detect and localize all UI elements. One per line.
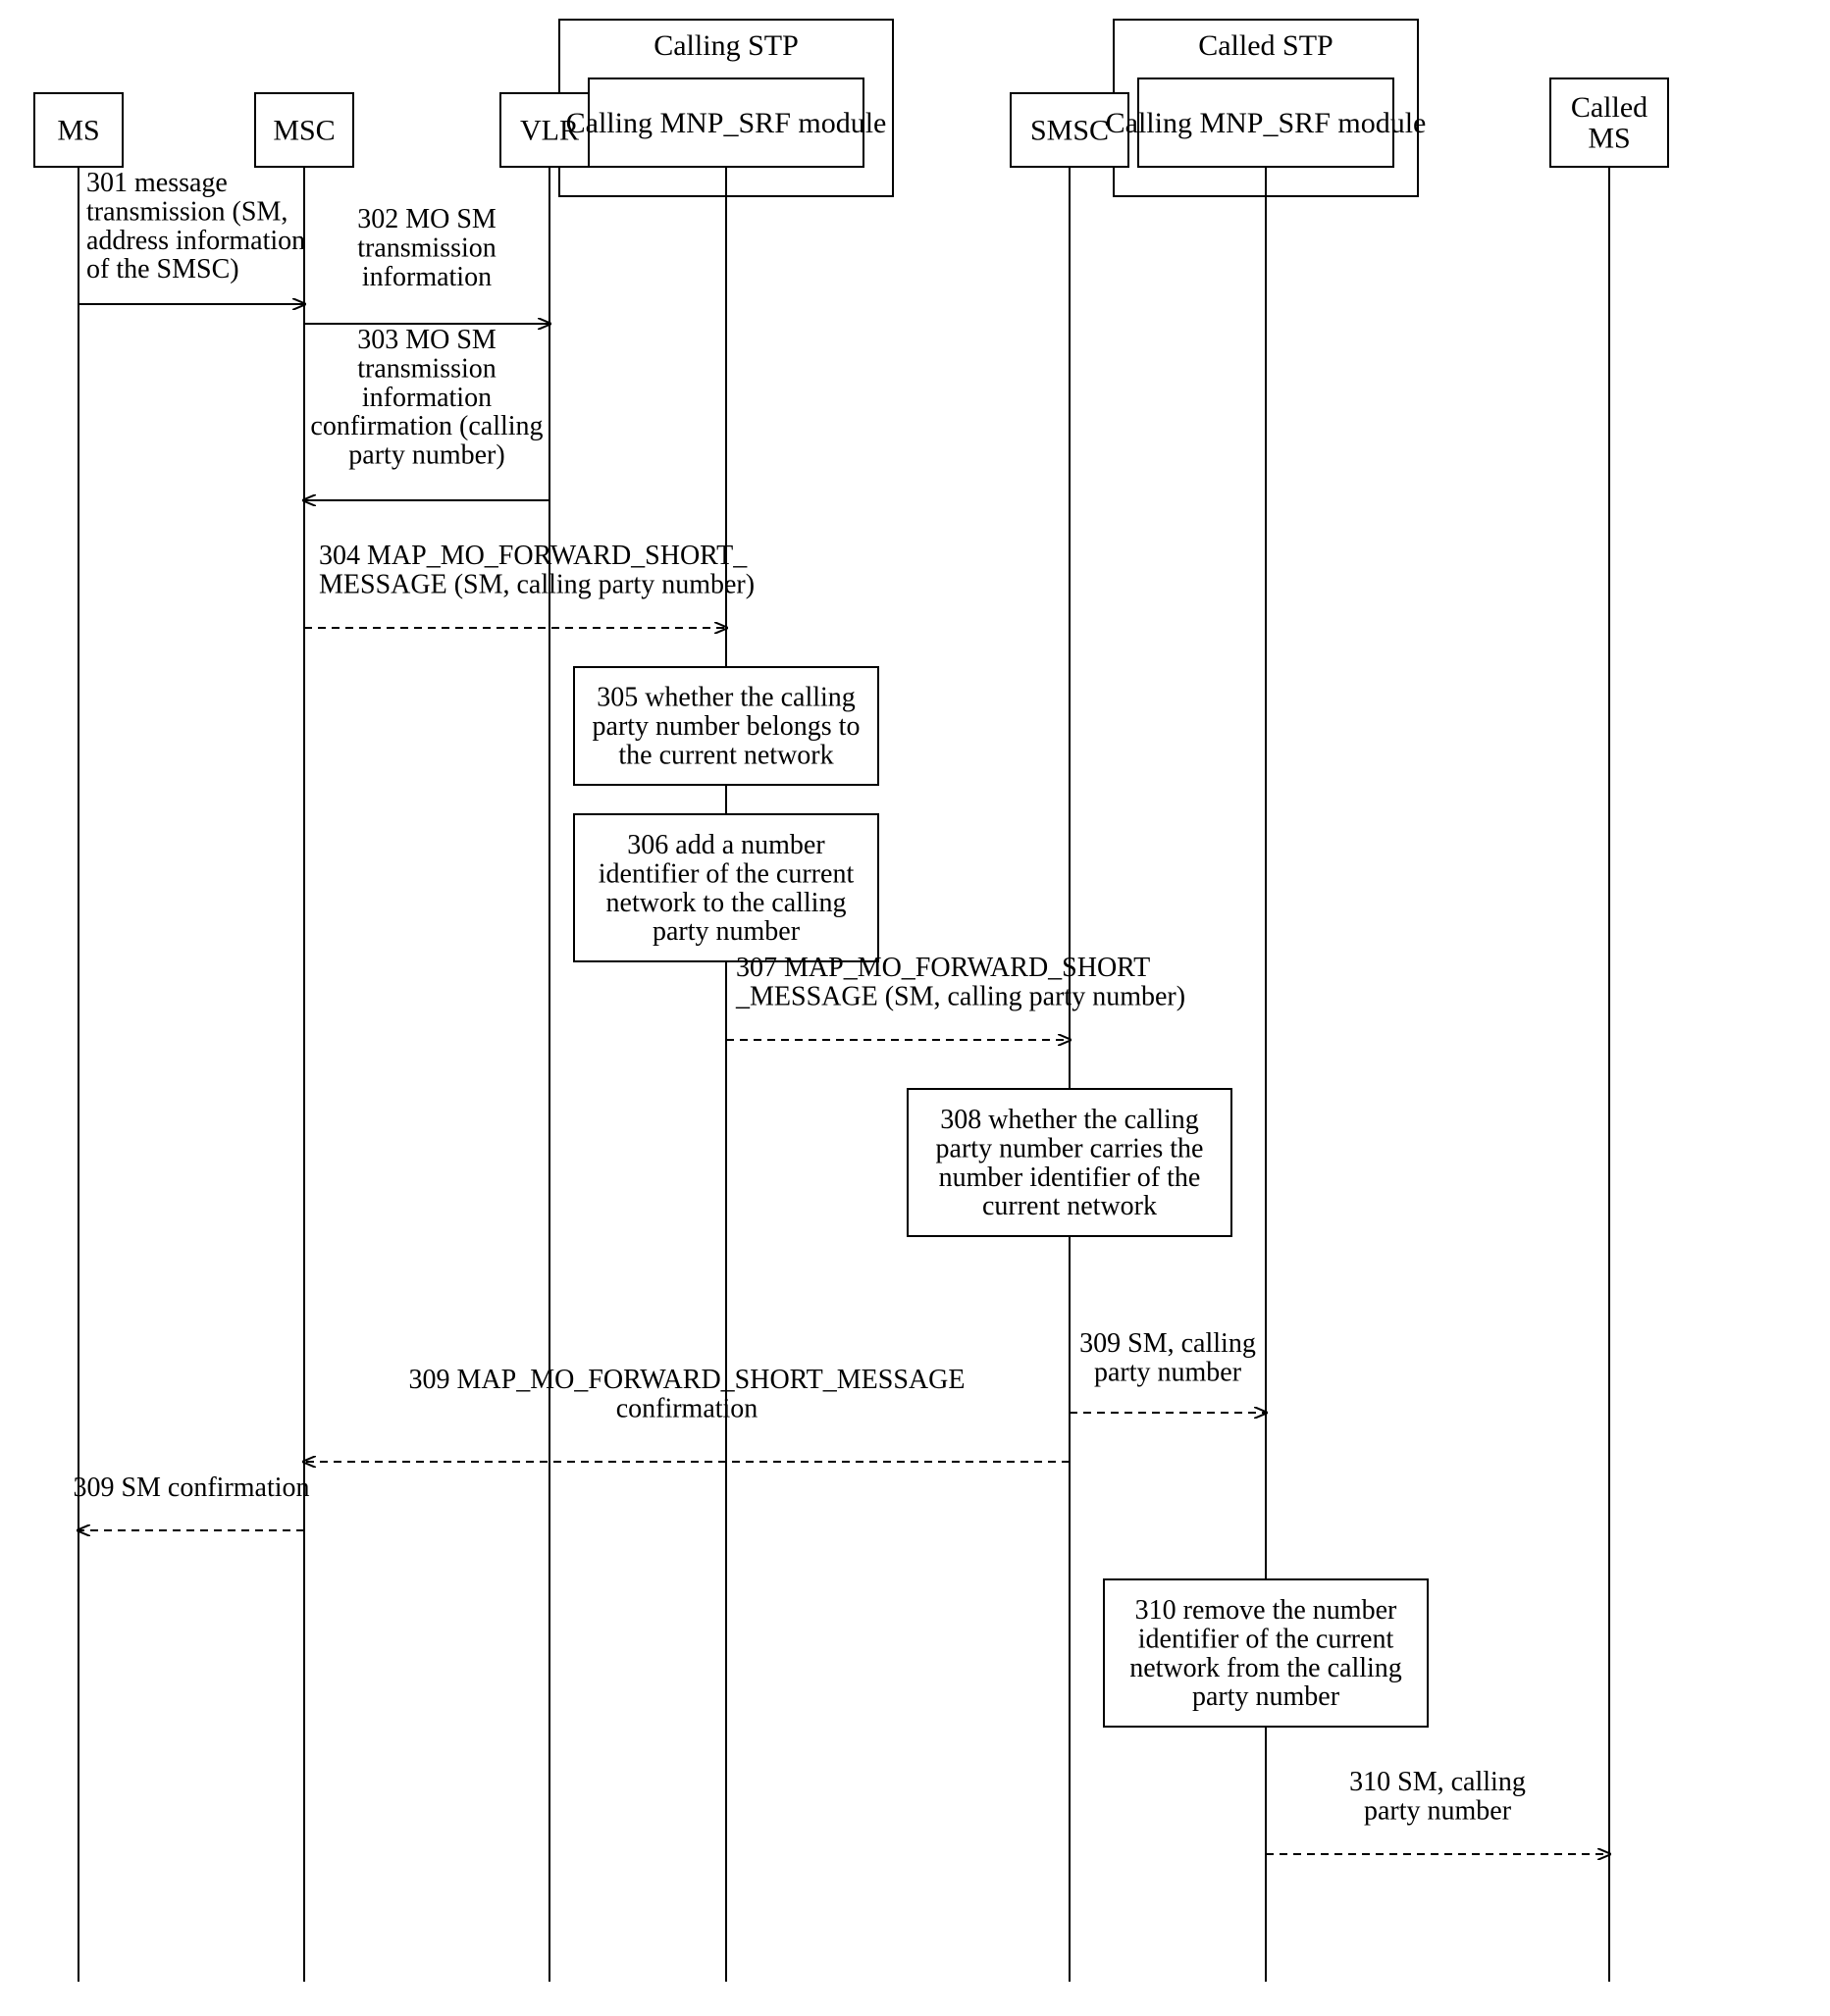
text-label: 303 MO SMtransmissioninformationconfirma… <box>310 325 543 471</box>
text-label: SMSC <box>1030 114 1109 146</box>
text-label: 307 MAP_MO_FORWARD_SHORT_MESSAGE (SM, ca… <box>735 953 1185 1011</box>
text-label: Calling MNP_SRF module <box>1106 107 1427 139</box>
text-label: Calling STP <box>654 29 799 62</box>
text-label: 309 MAP_MO_FORWARD_SHORT_MESSAGEconfirma… <box>409 1365 966 1423</box>
text-label: 301 messagetransmission (SM,address info… <box>86 168 305 284</box>
text-label: 309 SM, callingparty number <box>1079 1328 1256 1387</box>
text-label: 305 whether the callingparty number belo… <box>593 683 861 771</box>
text-label: 304 MAP_MO_FORWARD_SHORT_MESSAGE (SM, ca… <box>319 541 755 599</box>
text-label: 302 MO SMtransmissioninformation <box>357 204 497 292</box>
text-label: Calling MNP_SRF module <box>566 107 887 139</box>
text-label: 309 SM confirmation <box>73 1473 309 1503</box>
sequence-diagram: Calling STPCalled STP MSMSCVLRCalling MN… <box>0 0 1830 2016</box>
text-label: Called STP <box>1198 29 1333 62</box>
text-label: MSC <box>273 114 335 146</box>
text-label: MS <box>57 114 99 146</box>
text-label: 310 SM, callingparty number <box>1349 1767 1526 1826</box>
